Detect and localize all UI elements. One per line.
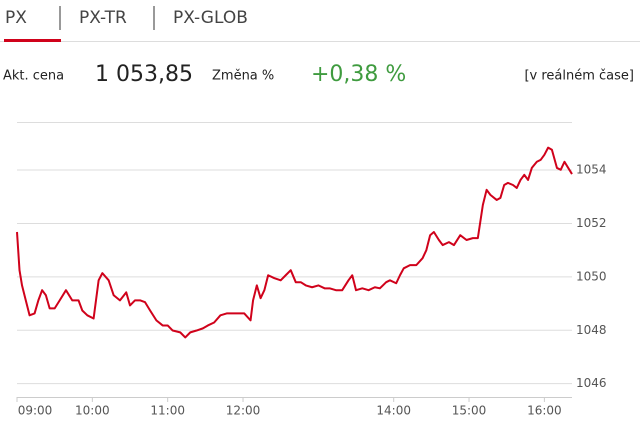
x-tick-label: 12:00 (226, 404, 261, 418)
active-tab-indicator (4, 39, 61, 42)
tab[interactable]: PX (5, 8, 27, 28)
x-tick-label: 16:00 (527, 404, 562, 418)
x-tick-label: 15:00 (452, 404, 487, 418)
change-label: Změna % (212, 69, 274, 84)
plot: 1046 1048 1050 1052 1054 09:00 10:00 11:00 12:00… (16, 146, 607, 418)
tab[interactable]: PX-GLOB (173, 8, 248, 28)
price-label: Akt. cena (3, 69, 64, 84)
y-tick-label: 1052 (576, 216, 607, 230)
x-tick-label: 14:00 (376, 404, 411, 418)
x-tick-label: 11:00 (150, 404, 185, 418)
y-tick-label: 1046 (576, 376, 607, 390)
realtime-note: [v reálném čase] (524, 69, 634, 84)
change: +0,38 % (311, 62, 406, 87)
y-tick-label: 1050 (576, 269, 607, 283)
price-line (16, 146, 573, 339)
x-tick-label: 10:00 (75, 404, 110, 418)
y-tick-label: 1054 (576, 163, 607, 177)
tab[interactable]: PX-TR (79, 8, 127, 28)
x-tick-label: 09:00 (18, 404, 53, 418)
y-tick-label: 1048 (576, 323, 607, 337)
price: 1 053,85 (95, 62, 193, 87)
